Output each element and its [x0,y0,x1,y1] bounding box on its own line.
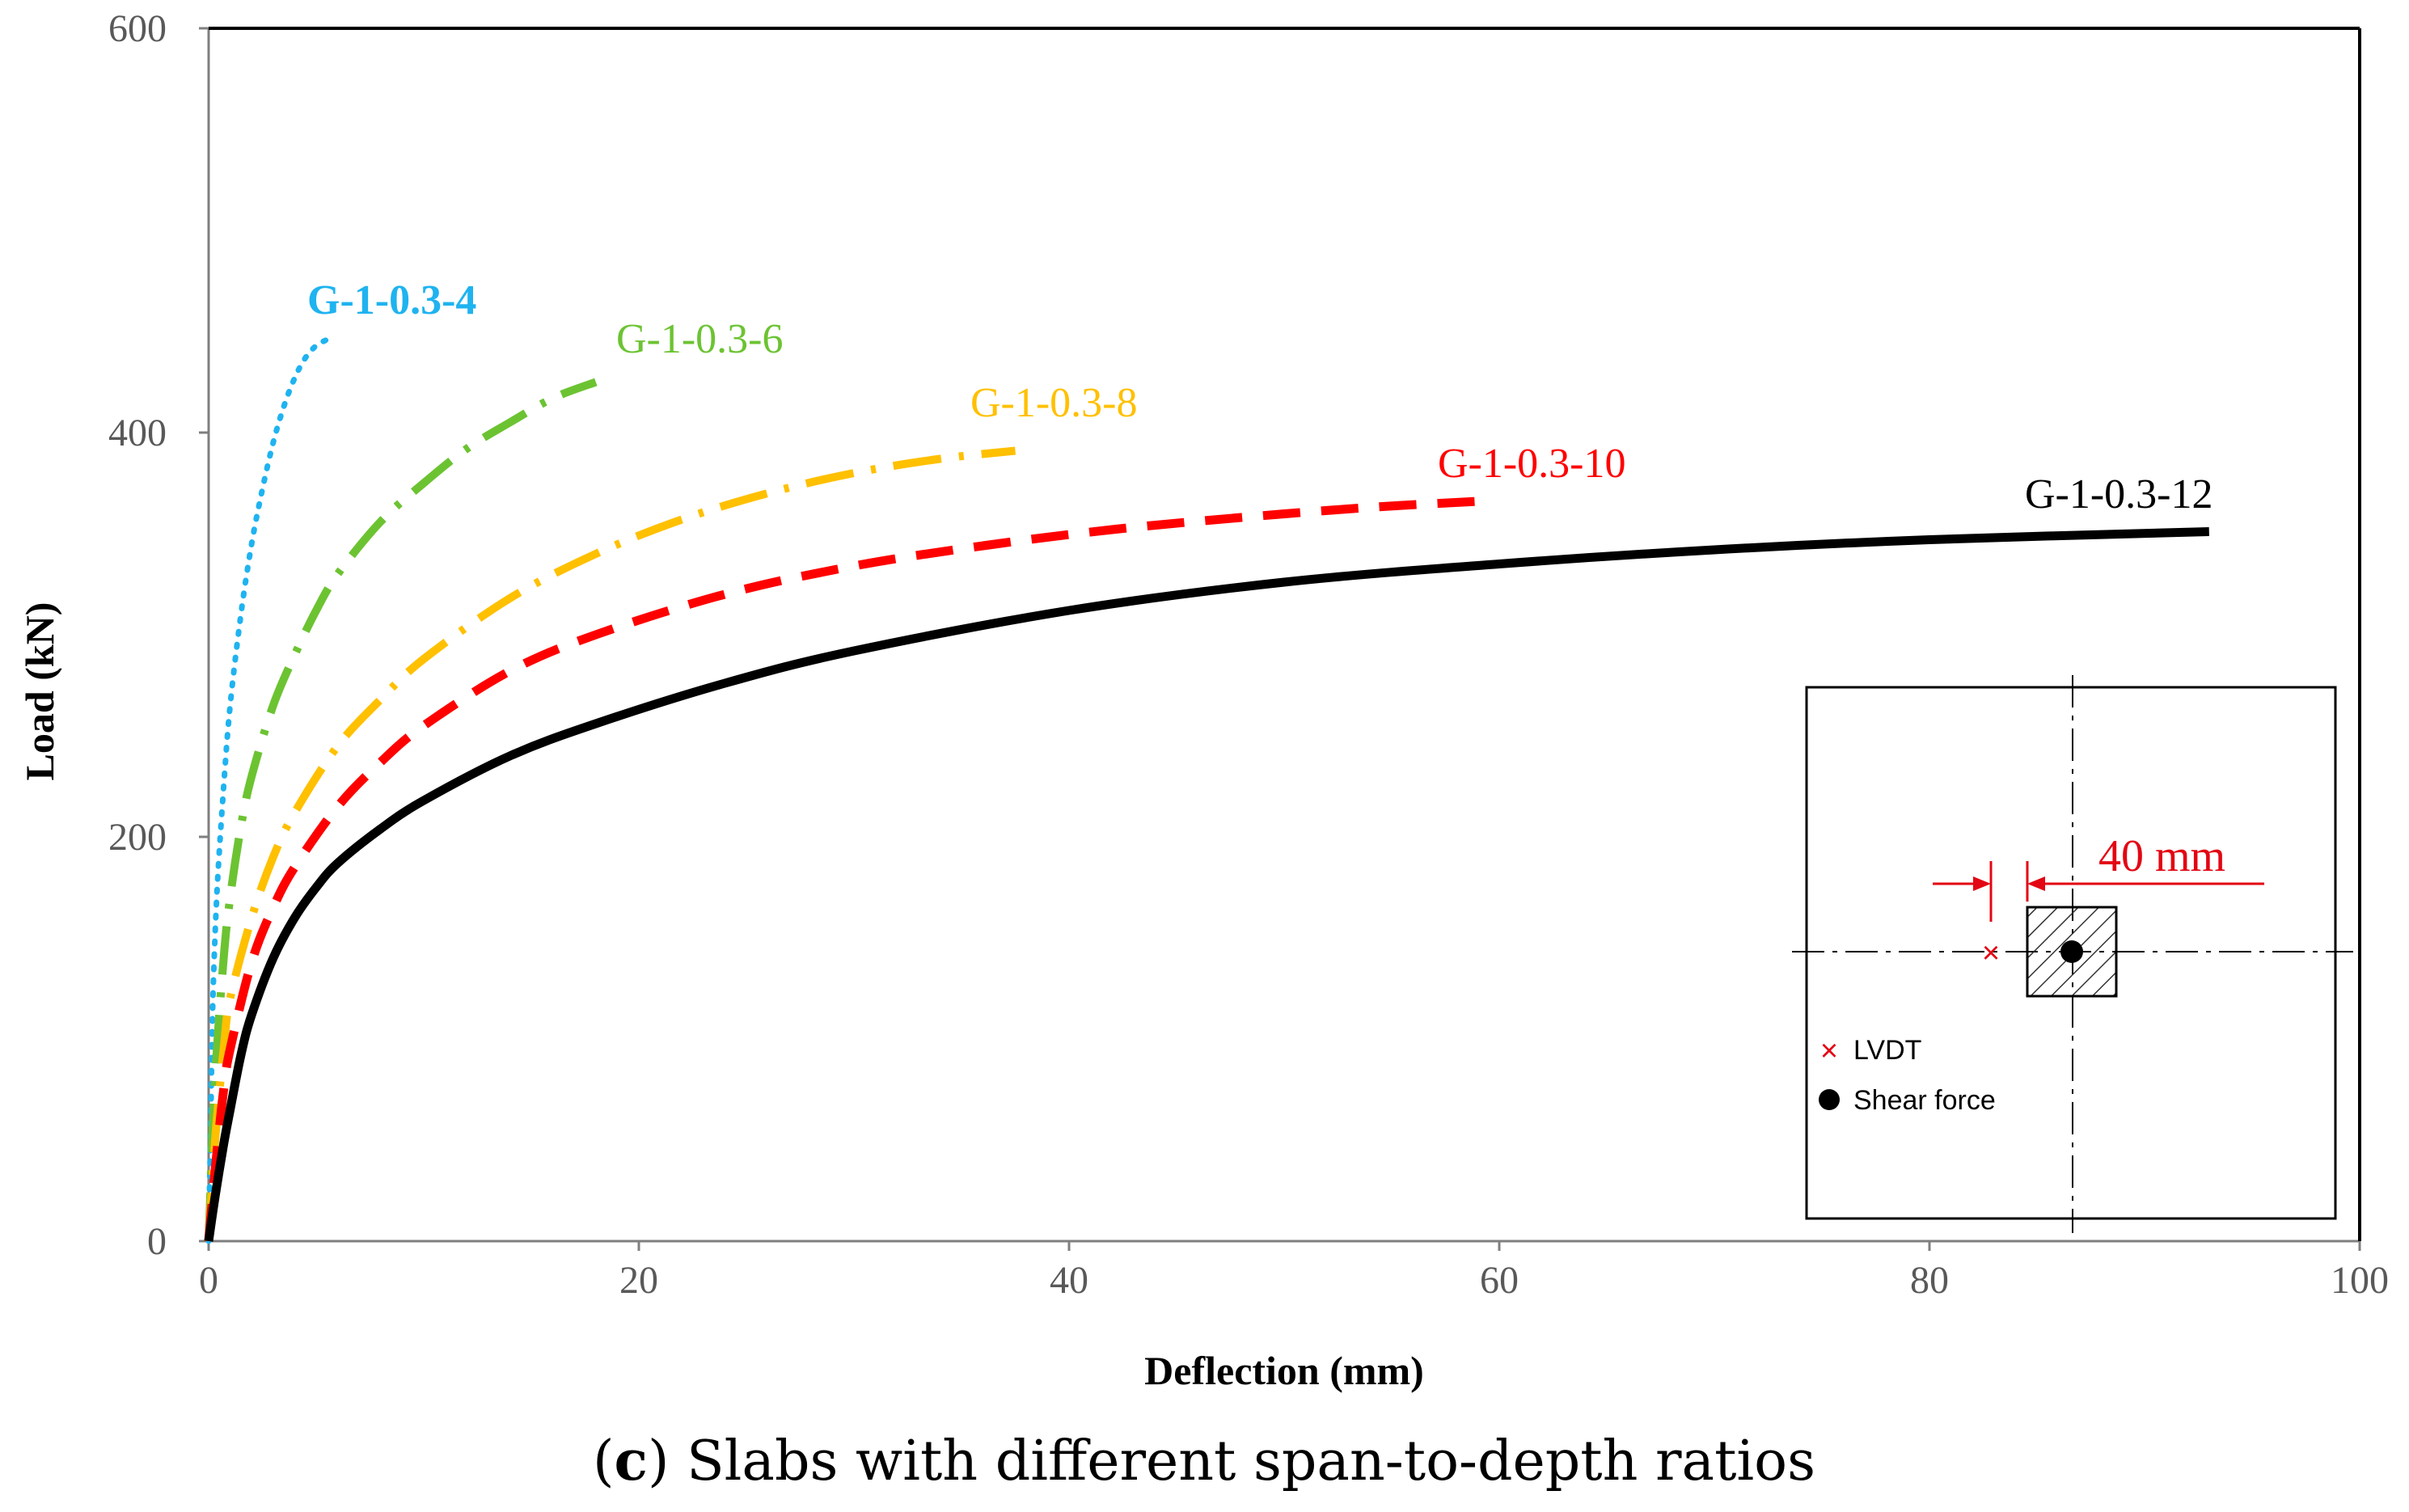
y-tick-label: 600 [108,7,167,50]
x-tick-label: 0 [199,1259,218,1302]
series-group [204,336,2209,1244]
x-tick-label: 20 [619,1259,658,1302]
x-tick-label: 80 [1910,1259,1949,1302]
x-tick-label: 40 [1050,1259,1088,1302]
series-line-G-1-0.3-8 [205,446,1016,1242]
y-tick-label: 0 [147,1220,167,1263]
series-label-g10: G-1-0.3-10 [1438,441,1626,487]
arrowhead-left [1973,876,1991,891]
y-axis-title: Load (kN) [17,602,62,781]
dimension-label: 40 mm [2098,831,2225,881]
legend-lvdt-symbol: × [1820,1034,1838,1068]
lvdt-marker: × [1982,936,2000,970]
y-tick-label: 400 [108,412,167,454]
figure-caption: (c) Slabs with different span-to-depth r… [593,1429,1815,1493]
series-label-g8: G-1-0.3-8 [970,380,1138,426]
series-line-G-1-0.3-12 [204,527,2209,1242]
series-line-G-1-0.3-4 [205,336,330,1244]
arrowhead-right [2027,876,2045,891]
legend-shear-label: Shear force [1853,1085,1996,1116]
x-tick-label: 100 [2331,1259,2389,1302]
shear-force-marker [2060,940,2083,963]
series-line-G-1-0.3-10 [204,496,1478,1242]
y-tick-label: 200 [108,816,167,859]
series-label-g4: G-1-0.3-4 [307,277,476,323]
series-label-g12: G-1-0.3-12 [2025,471,2213,517]
caption-text: Slabs with different span-to-depth ratio… [669,1430,1815,1493]
inset-diagram: × 40 mm × LVDT Shear force [1792,675,2353,1233]
series-line-G-1-0.3-6 [205,378,598,1242]
legend-shear-symbol [1819,1089,1840,1110]
axis-ticks: 0 20 40 60 80 100 0 200 400 600 [108,7,2389,1302]
legend-lvdt-label: LVDT [1853,1035,1921,1066]
series-label-g6: G-1-0.3-6 [616,316,784,362]
x-tick-label: 60 [1480,1259,1519,1302]
x-axis-title: Deflection (mm) [1144,1348,1424,1393]
caption-letter: c [615,1429,648,1493]
